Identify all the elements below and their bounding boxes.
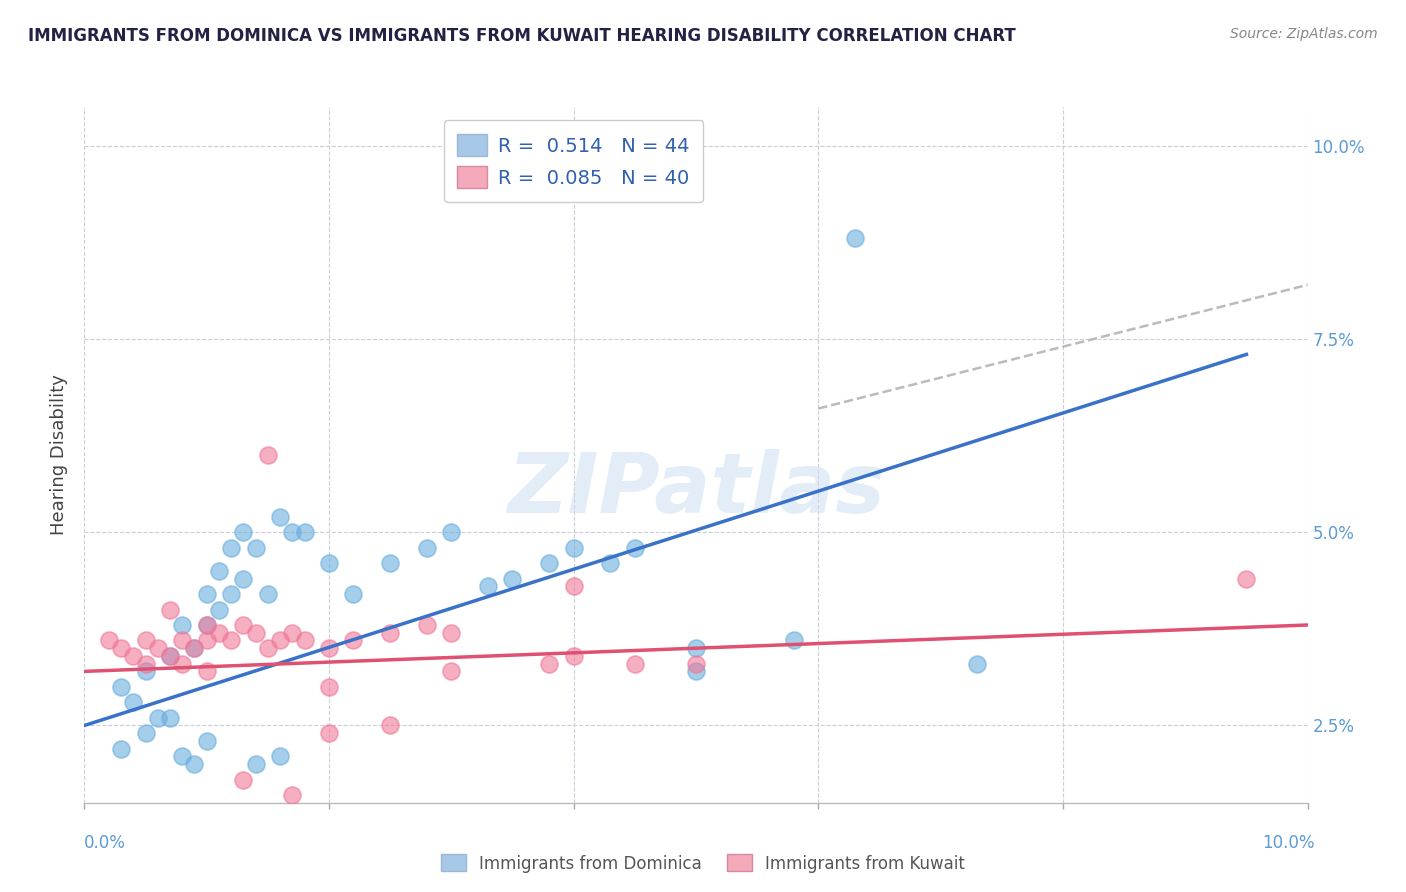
Point — [172, 657, 194, 671]
Point — [232, 572, 254, 586]
Point — [245, 757, 267, 772]
Point — [1236, 572, 1258, 586]
Legend: R =  0.514   N = 44, R =  0.085   N = 40: R = 0.514 N = 44, R = 0.085 N = 40 — [444, 120, 703, 202]
Point — [294, 633, 316, 648]
Point — [844, 231, 866, 245]
Point — [257, 587, 280, 601]
Point — [966, 657, 988, 671]
Point — [159, 711, 181, 725]
Point — [281, 525, 304, 540]
Point — [257, 448, 280, 462]
Point — [380, 556, 402, 570]
Point — [195, 665, 218, 679]
Legend: Immigrants from Dominica, Immigrants from Kuwait: Immigrants from Dominica, Immigrants fro… — [434, 847, 972, 880]
Point — [195, 618, 218, 632]
Point — [219, 633, 242, 648]
Point — [269, 633, 291, 648]
Text: 10.0%: 10.0% — [1263, 834, 1315, 852]
Point — [135, 633, 157, 648]
Point — [159, 648, 181, 663]
Point — [245, 625, 267, 640]
Point — [135, 726, 157, 740]
Point — [281, 625, 304, 640]
Point — [110, 680, 132, 694]
Point — [380, 625, 402, 640]
Point — [440, 665, 463, 679]
Text: Source: ZipAtlas.com: Source: ZipAtlas.com — [1230, 27, 1378, 41]
Point — [135, 657, 157, 671]
Point — [195, 618, 218, 632]
Y-axis label: Hearing Disability: Hearing Disability — [51, 375, 69, 535]
Point — [110, 641, 132, 656]
Point — [159, 648, 181, 663]
Point — [685, 665, 707, 679]
Point — [122, 648, 145, 663]
Point — [318, 680, 340, 694]
Point — [380, 718, 402, 732]
Point — [562, 648, 585, 663]
Point — [269, 509, 291, 524]
Point — [318, 556, 340, 570]
Point — [624, 657, 647, 671]
Point — [599, 556, 621, 570]
Point — [318, 641, 340, 656]
Point — [195, 734, 218, 748]
Point — [110, 741, 132, 756]
Point — [183, 757, 205, 772]
Point — [172, 633, 194, 648]
Point — [208, 625, 231, 640]
Text: IMMIGRANTS FROM DOMINICA VS IMMIGRANTS FROM KUWAIT HEARING DISABILITY CORRELATIO: IMMIGRANTS FROM DOMINICA VS IMMIGRANTS F… — [28, 27, 1017, 45]
Point — [294, 525, 316, 540]
Point — [538, 556, 561, 570]
Point — [318, 726, 340, 740]
Point — [135, 665, 157, 679]
Point — [624, 541, 647, 555]
Point — [208, 602, 231, 616]
Point — [219, 541, 242, 555]
Point — [195, 633, 218, 648]
Point — [195, 587, 218, 601]
Point — [183, 641, 205, 656]
Point — [159, 602, 181, 616]
Point — [416, 541, 439, 555]
Point — [685, 641, 707, 656]
Point — [342, 633, 364, 648]
Point — [183, 641, 205, 656]
Text: 0.0%: 0.0% — [84, 834, 127, 852]
Point — [440, 525, 463, 540]
Point — [685, 657, 707, 671]
Point — [146, 711, 169, 725]
Point — [257, 641, 280, 656]
Point — [122, 695, 145, 709]
Point — [502, 572, 524, 586]
Point — [440, 625, 463, 640]
Point — [208, 564, 231, 578]
Point — [562, 541, 585, 555]
Point — [538, 657, 561, 671]
Point — [416, 618, 439, 632]
Point — [232, 772, 254, 787]
Text: ZIPatlas: ZIPatlas — [508, 450, 884, 530]
Point — [146, 641, 169, 656]
Point — [281, 788, 304, 802]
Point — [783, 633, 806, 648]
Point — [269, 749, 291, 764]
Point — [97, 633, 120, 648]
Point — [232, 525, 254, 540]
Point — [172, 618, 194, 632]
Point — [219, 587, 242, 601]
Point — [342, 587, 364, 601]
Point — [245, 541, 267, 555]
Point — [172, 749, 194, 764]
Point — [562, 579, 585, 593]
Point — [232, 618, 254, 632]
Point — [477, 579, 499, 593]
